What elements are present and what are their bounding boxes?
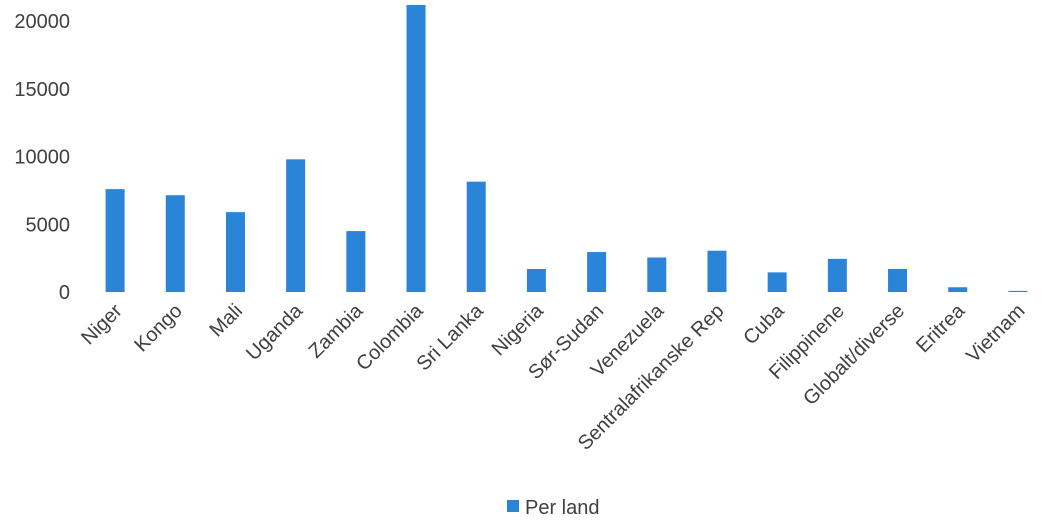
- legend-label-per-land: Per land: [525, 497, 600, 519]
- bar-uganda: [286, 159, 306, 292]
- bar-venezuela: [647, 257, 667, 292]
- y-tick-label: 5000: [26, 214, 71, 236]
- bar-eritrea: [948, 287, 968, 292]
- bar-colombia: [406, 5, 426, 292]
- x-tick-label: Uganda: [242, 299, 308, 365]
- legend: Per land: [507, 497, 600, 519]
- bar-filippinene: [827, 258, 847, 292]
- bars: [105, 5, 1028, 292]
- x-tick-label: Mali: [206, 300, 247, 341]
- bar-sør-sudan: [587, 252, 607, 292]
- bar-sentralafrikanske-rep: [707, 250, 727, 292]
- bar-kongo: [165, 195, 185, 292]
- bar-mali: [225, 212, 245, 292]
- bar-nigeria: [526, 268, 546, 292]
- x-tick-label: Vietnam: [962, 300, 1029, 367]
- bar-globalt-diverse: [888, 268, 908, 292]
- y-tick-label: 15000: [14, 79, 70, 101]
- bar-niger: [105, 189, 125, 292]
- x-tick-label: Eritrea: [912, 299, 970, 357]
- bar-vietnam: [1008, 290, 1028, 292]
- y-axis: 0 5000 10000 15000 20000: [14, 11, 70, 304]
- y-tick-label: 10000: [14, 147, 70, 169]
- x-tick-label: Sri Lanka: [412, 299, 488, 375]
- x-tick-label: Cuba: [739, 299, 789, 349]
- x-tick-label: Nigeria: [488, 299, 549, 360]
- x-tick-label: Niger: [77, 300, 127, 350]
- bar-sri-lanka: [466, 181, 486, 292]
- legend-swatch-per-land: [507, 500, 519, 512]
- x-tick-label: Kongo: [130, 300, 186, 356]
- bar-cuba: [767, 272, 787, 292]
- y-tick-label: 20000: [14, 11, 70, 33]
- y-tick-label: 0: [59, 282, 70, 304]
- bar-zambia: [346, 231, 366, 292]
